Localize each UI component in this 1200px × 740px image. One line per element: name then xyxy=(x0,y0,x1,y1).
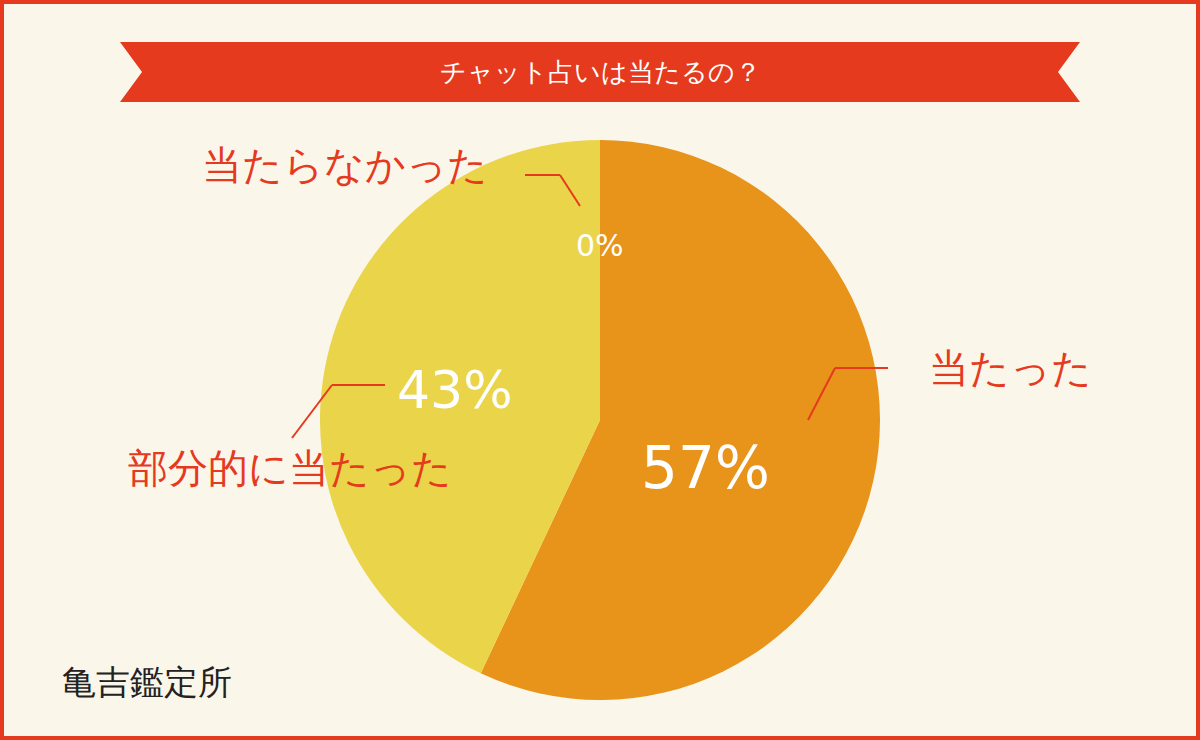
svg-text:57%: 57% xyxy=(641,434,770,502)
svg-text:0%: 0% xyxy=(576,228,624,263)
svg-text:当たった: 当たった xyxy=(929,345,1092,391)
svg-text:亀吉鑑定所: 亀吉鑑定所 xyxy=(62,662,232,702)
svg-text:43%: 43% xyxy=(397,360,513,420)
svg-text:部分的に当たった: 部分的に当たった xyxy=(128,445,452,491)
svg-text:当たらなかった: 当たらなかった xyxy=(202,142,488,188)
svg-text:チャット占いは当たるの？: チャット占いは当たるの？ xyxy=(440,57,761,87)
